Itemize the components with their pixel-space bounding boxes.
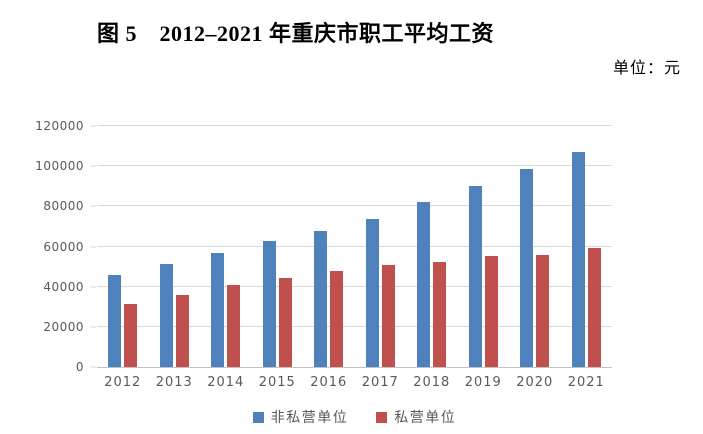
- bar-group: [561, 126, 613, 367]
- bar: [262, 241, 276, 367]
- bar: [571, 152, 585, 367]
- bar-group: [149, 126, 201, 367]
- y-axis-tick-mark: [91, 246, 96, 247]
- gridline: [97, 205, 612, 207]
- y-axis: 0 20000 40000 60000 80000 100000 120000: [0, 119, 97, 374]
- bar: [381, 264, 395, 367]
- bar-group: [458, 126, 510, 367]
- y-axis-tick-mark: [91, 286, 96, 288]
- x-axis-tick-label: 2020: [516, 375, 554, 390]
- y-axis-tick-label: 40000: [43, 279, 84, 294]
- bar: [175, 294, 189, 367]
- legend-label: 私营单位: [394, 410, 457, 426]
- bar: [330, 270, 344, 367]
- bar: [314, 231, 328, 367]
- bar: [227, 284, 241, 367]
- legend-item: 非私营单位: [252, 407, 349, 427]
- plot-area: [97, 125, 612, 368]
- y-axis-tick-label: 0: [75, 360, 84, 374]
- legend-marker: [252, 411, 264, 423]
- bar-group: [406, 126, 458, 367]
- bars-layer: [97, 126, 612, 367]
- bar: [468, 186, 482, 367]
- gridline: [97, 245, 612, 247]
- x-axis-tick-label: 2014: [207, 375, 245, 390]
- x-axis: 2012 2013 2014 2015 2016 2017 2018 2019 2020 2021: [97, 375, 612, 390]
- gridline: [97, 125, 612, 126]
- gridline: [97, 165, 612, 167]
- bar-group: [303, 126, 355, 367]
- y-axis-tick-label: 80000: [43, 199, 84, 214]
- y-axis-tick-label: 100000: [35, 159, 84, 174]
- y-axis-tick-mark: [91, 205, 96, 207]
- bar: [124, 303, 138, 367]
- y-axis-tick-label: 120000: [35, 119, 84, 133]
- bar: [278, 277, 292, 367]
- legend-marker: [376, 411, 388, 423]
- x-axis-tick-label: 2018: [413, 375, 451, 390]
- y-axis-tick-mark: [91, 366, 96, 368]
- bar: [417, 202, 431, 367]
- gridline: [97, 325, 612, 327]
- x-axis-tick-label: 2019: [464, 375, 502, 390]
- x-axis-tick-label: 2016: [310, 375, 348, 390]
- unit-label: 单位：元: [612, 60, 681, 77]
- chart-title: 图 5 2012–2021 年重庆市职工平均工资: [97, 21, 495, 46]
- bar: [520, 169, 534, 367]
- y-axis-tick-label: 60000: [43, 239, 84, 254]
- bar: [484, 255, 498, 367]
- bar: [108, 274, 122, 367]
- gridline: [97, 285, 612, 287]
- bar-group: [200, 126, 252, 367]
- bar: [536, 254, 550, 367]
- legend-item: 私营单位: [376, 407, 456, 427]
- legend-label: 非私营单位: [270, 410, 349, 426]
- x-axis-tick-label: 2017: [361, 375, 399, 390]
- x-axis-tick-label: 2012: [104, 375, 142, 390]
- bar: [433, 261, 447, 367]
- bar-group: [252, 126, 304, 367]
- x-axis-tick-label: 2013: [155, 375, 193, 390]
- bar: [365, 219, 379, 367]
- legend: 非私营单位 私营单位: [97, 406, 612, 428]
- y-axis-tick-mark: [91, 326, 96, 328]
- bar-group: [355, 126, 407, 367]
- y-axis-tick-mark: [91, 165, 96, 167]
- bar: [159, 263, 173, 367]
- bar-group: [509, 126, 561, 367]
- y-axis-tick-label: 20000: [43, 319, 84, 334]
- x-axis-tick-label: 2021: [567, 375, 605, 390]
- x-axis-tick-label: 2015: [258, 375, 296, 390]
- bar: [587, 247, 601, 367]
- y-axis-tick-mark: [91, 125, 96, 127]
- bar-group: [97, 126, 149, 367]
- bar: [211, 252, 225, 367]
